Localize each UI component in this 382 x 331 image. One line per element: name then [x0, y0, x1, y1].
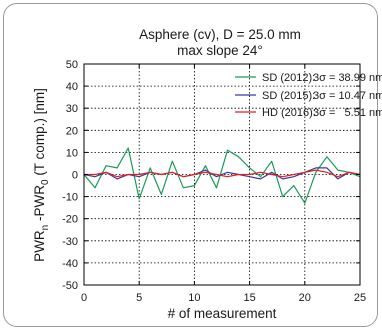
y-tick-label: 30 — [66, 103, 78, 115]
series-line-1 — [83, 147, 361, 204]
y-tick-label: -20 — [62, 214, 78, 226]
y-axis-label-sub1: n — [40, 225, 51, 231]
x-tick-label: 20 — [299, 292, 311, 304]
y-tick-label: -50 — [62, 280, 78, 292]
y-tick-label: -10 — [62, 192, 78, 204]
legend-sigma-label: 3σ = 5.51 nm — [313, 107, 382, 119]
legend: SD (2012):3σ = 38.99 nm SD (2015):3σ = 10… — [235, 72, 382, 119]
chart-title-line2: max slope 24° — [177, 43, 263, 58]
y-tick-label: 10 — [66, 147, 78, 159]
legend-series-name: SD (2015): — [262, 90, 315, 102]
chart-title-line1: Asphere (cv), D = 25.0 mm — [139, 27, 301, 42]
y-axis-label: PWRn -PWR0 (T comp.) [nm] — [32, 88, 51, 262]
y-tick-label: 50 — [66, 59, 78, 71]
y-tick-label: -40 — [62, 258, 78, 270]
y-tick-label: 0 — [72, 170, 78, 182]
series-line-3 — [84, 169, 361, 178]
x-tick-label: 25 — [354, 292, 366, 304]
legend-series-name: HD (2016): — [262, 107, 316, 119]
y-tick-label: 40 — [66, 81, 78, 93]
x-tick-label: 5 — [136, 292, 142, 304]
y-tick-label: 20 — [66, 125, 78, 137]
x-tick-label: 0 — [81, 292, 87, 304]
series-layer — [83, 147, 361, 204]
chart-card — [3, 3, 378, 327]
y-axis-label-main: PWR — [32, 230, 47, 262]
x-axis-label: # of measurement — [168, 306, 277, 321]
y-tick-label: -30 — [62, 236, 78, 248]
y-axis-label-mid: -PWR — [32, 185, 47, 225]
y-axis-label-sub2: 0 — [40, 179, 51, 185]
grid-layer — [84, 64, 360, 285]
y-axis-label-tail: (T comp.) [nm] — [32, 88, 47, 179]
legend-sigma-label: 3σ = 10.47 nm — [313, 90, 382, 102]
legend-sigma-label: 3σ = 38.99 nm — [313, 72, 382, 84]
x-tick-label: 15 — [243, 292, 255, 304]
x-tick-label: 10 — [188, 292, 200, 304]
legend-series-name: SD (2012): — [262, 72, 315, 84]
